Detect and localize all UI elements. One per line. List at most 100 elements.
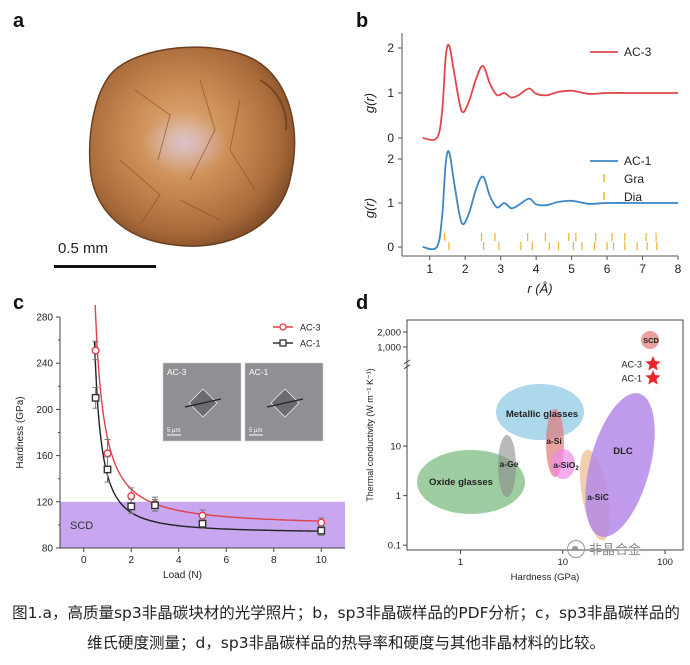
c-inset-border [244, 362, 324, 442]
d-region-label: a-SiO2 [553, 460, 579, 472]
b-top-y-tick-label: 1 [387, 86, 394, 100]
d-y-tick-label: 2,000 [377, 328, 401, 339]
c-ac3-point [198, 511, 207, 520]
c-x-tick-label: 8 [271, 555, 277, 566]
c-y-tick-label: 160 [36, 451, 53, 462]
d-y-tick-label: 0.1 [388, 541, 401, 552]
c-y-tick-label: 280 [36, 313, 53, 324]
c-legend-ac3: AC-3 [300, 323, 321, 333]
c-inset-scale-label: 5 μm [249, 428, 262, 434]
d-x-tick-label: 1 [458, 557, 463, 568]
b-x-tick-label: 6 [604, 262, 611, 276]
c-ac1-point [91, 393, 100, 402]
c-ac3-point [103, 449, 112, 458]
c-ac1-point [103, 465, 112, 474]
scale-bar-line [54, 265, 156, 268]
d-y-tick-label: 1 [396, 491, 401, 502]
c-legend-ac1-marker [279, 339, 287, 347]
c-ac3-point [317, 518, 326, 527]
b-x-tick-label: 8 [675, 262, 682, 276]
b-legend-dia: Dia [624, 190, 642, 204]
b-legend-gra: Gra [624, 172, 644, 186]
pdf-chart: 2 1 0 g(r) AC-3 2 1 0 g(r) AC-1 Gra Dia 1 2 3 4 5 6 7 8 r … [362, 33, 682, 296]
c-inset-label: AC-3 [167, 367, 187, 377]
b-bottom-y-tick-label: 2 [387, 152, 394, 166]
b-legend-ac3: AC-3 [624, 45, 652, 59]
c-inset-micrograph: AC-3 5 μm [162, 362, 242, 442]
b-x-tick-label: 4 [533, 262, 540, 276]
c-inset-scale-label: 5 μm [167, 428, 180, 434]
scale-bar-label: 0.5 mm [58, 240, 109, 257]
b-top-y-tick-label: 0 [387, 131, 394, 145]
b-ac1-curve [422, 150, 678, 251]
c-ac1-point [151, 501, 159, 510]
d-region-label: Metallic glasses [506, 409, 578, 420]
d-region-a-ge [498, 435, 516, 497]
b-x-tick-label: 3 [497, 262, 504, 276]
watermark-text: 非晶合金 [589, 543, 642, 558]
hardness-chart: SCD 80 120 160 200 240 280 0 2 4 6 8 10 Load (N) Hardn… [15, 305, 345, 581]
carbon-sample-photo [88, 46, 296, 247]
panel-c-letter: c [13, 292, 25, 314]
c-legend-ac3-marker [279, 323, 287, 331]
c-ac3-point [91, 346, 100, 355]
c-ac3-fit [94, 305, 323, 522]
c-x-tick-label: 0 [81, 555, 87, 566]
c-y-label: Hardness (GPa) [15, 396, 26, 468]
d-region-a-sio2 [551, 449, 575, 479]
d-region-scd [641, 331, 659, 349]
c-inset-label: AC-1 [249, 367, 269, 377]
c-x-tick-label: 2 [128, 555, 134, 566]
c-ac3-point [127, 492, 136, 501]
c-legend-ac1: AC-1 [300, 339, 321, 349]
d-axis-break [403, 359, 411, 365]
c-inset-border [162, 362, 242, 442]
d-y-tick-label: 10 [390, 442, 401, 453]
figure-caption: 图1.a，高质量sp3非晶碳块材的光学照片；b，sp3非晶碳样品的PDF分析；c… [12, 604, 680, 652]
c-indent-crack [184, 398, 222, 408]
scd-band-label: SCD [70, 520, 93, 532]
b-legend-ac1: AC-1 [624, 154, 652, 168]
d-region-label: DLC [613, 446, 633, 457]
b-bottom-y-tick-label: 0 [387, 240, 394, 254]
d-y-label: Thermal conductivity (W m⁻¹ K⁻¹) [365, 368, 375, 502]
d-star-label: AC-3 [621, 360, 642, 370]
b-x-tick-label: 5 [568, 262, 575, 276]
d-region-dlc [585, 393, 655, 537]
d-y-tick-label: 1,000 [377, 342, 401, 353]
panel-a-letter: a [13, 10, 25, 32]
wechat-icon [567, 539, 585, 558]
b-top-y-tick-label: 2 [387, 41, 394, 55]
c-ac1-point [127, 502, 136, 511]
b-x-label: r (Å) [527, 281, 552, 296]
scale-bar: 0.5 mm [54, 240, 158, 268]
d-region-label: a-SiC [587, 492, 609, 502]
d-x-label: Hardness (GPa) [511, 572, 580, 583]
b-ac3-curve [422, 43, 678, 141]
panel-d-letter: d [356, 292, 369, 314]
c-x-label: Load (N) [163, 570, 202, 581]
d-region-label: Oxide glasses [429, 477, 493, 488]
c-ac1-point [198, 519, 207, 528]
b-bottom-y-label: g(r) [362, 198, 377, 218]
c-y-tick-label: 240 [36, 359, 53, 370]
d-x-tick-label: 10 [557, 557, 568, 568]
d-region-label: a-Si [546, 436, 562, 446]
c-y-tick-label: 200 [36, 405, 53, 416]
d-star-ac-1 [645, 370, 661, 385]
c-indent-crack [266, 398, 304, 408]
b-x-tick-label: 1 [426, 262, 433, 276]
d-region-label: SCD [643, 336, 659, 345]
c-ac1-point [317, 526, 326, 535]
d-x-tick-label: 100 [657, 557, 673, 568]
watermark: 非晶合金 [567, 539, 641, 558]
d-axis-break [403, 364, 411, 370]
b-top-y-label: g(r) [362, 93, 377, 113]
d-star-label: AC-1 [621, 374, 642, 384]
b-x-tick-label: 7 [639, 262, 646, 276]
c-y-tick-label: 120 [36, 497, 53, 508]
conductivity-chart: 2,000 1,000 10 1 0.1 1 10 100 Hardness (GPa) Ther… [365, 319, 684, 583]
d-frame [406, 319, 684, 551]
c-y-tick-label: 80 [42, 544, 54, 555]
panel-b-letter: b [356, 10, 369, 32]
